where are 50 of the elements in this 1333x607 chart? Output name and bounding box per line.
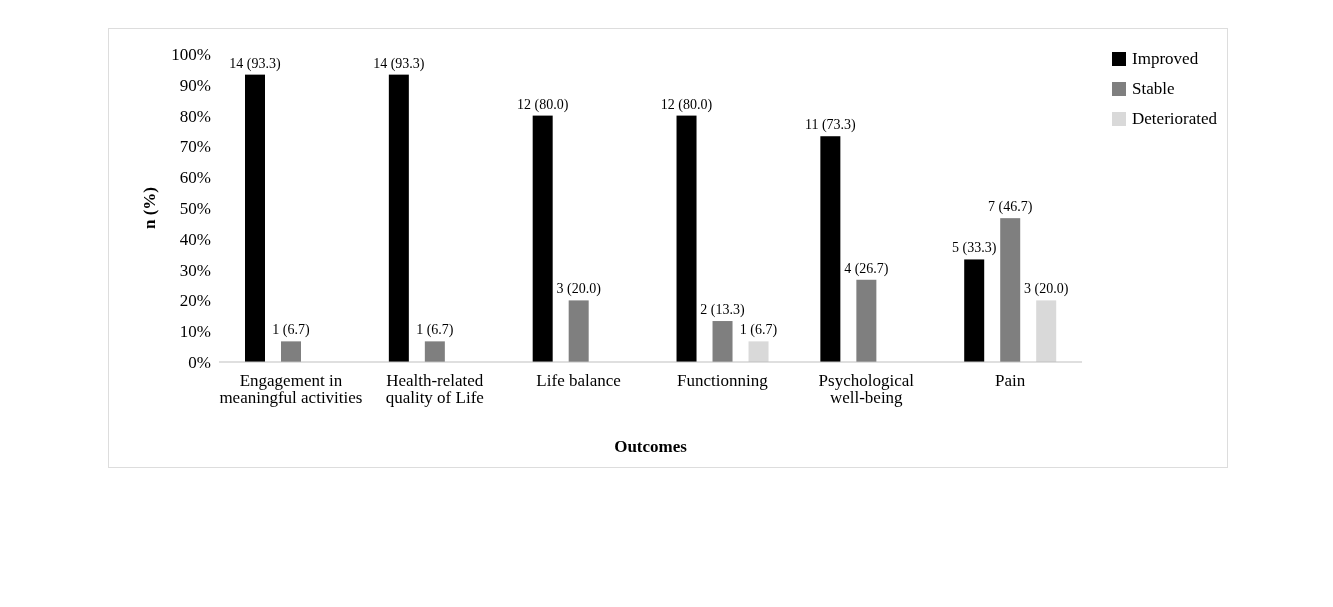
data-label: 1 (6.7): [416, 322, 454, 339]
data-label: 11 (73.3): [804, 117, 857, 134]
bar: [388, 74, 409, 362]
data-label: 3 (20.0): [556, 281, 602, 298]
data-label: 2 (13.3): [700, 302, 746, 319]
x-tick-label: Functionning: [677, 371, 769, 391]
bar: [1036, 300, 1057, 362]
x-tick-label: Psychological well-being: [818, 371, 915, 408]
x-tick-label: Pain: [995, 371, 1026, 391]
y-tick-label: 30%: [179, 260, 211, 280]
bar: [281, 341, 301, 362]
data-label: 14 (93.3): [373, 55, 425, 72]
data-label: 12 (80.0): [660, 96, 713, 113]
bar: [424, 341, 445, 362]
data-label: 12 (80.0): [517, 96, 569, 113]
y-axis-title: n (%): [140, 186, 160, 230]
legend-label: Improved: [1132, 48, 1199, 70]
data-label: 7 (46.7): [988, 199, 1033, 216]
legend-label: Stable: [1132, 78, 1175, 100]
bar: [748, 341, 769, 362]
bar: [245, 74, 265, 362]
bar: [568, 300, 589, 362]
x-tick-label: Engagement in meaningful activities: [219, 371, 363, 408]
x-axis-title: Outcomes: [614, 437, 688, 456]
legend-label: Deteriorated: [1132, 108, 1217, 130]
bar: [1000, 218, 1021, 362]
data-label: 1 (6.7): [739, 322, 778, 339]
y-tick-label: 100%: [171, 45, 211, 65]
y-tick-label: 70%: [179, 137, 211, 157]
x-tick-label: Life balance: [536, 371, 621, 391]
bar: [676, 115, 697, 362]
bar: [964, 259, 985, 362]
y-tick-label: 60%: [179, 168, 211, 188]
y-tick-label: 90%: [179, 75, 211, 95]
bar: [712, 321, 733, 362]
x-tick-label: Health-related quality of Life: [385, 371, 484, 408]
bar: [820, 136, 841, 362]
y-tick-label: 0%: [188, 353, 211, 373]
y-tick-label: 10%: [179, 322, 211, 342]
data-label: 1 (6.7): [272, 322, 310, 339]
y-tick-label: 20%: [179, 291, 211, 311]
bar: [856, 279, 877, 362]
data-label: 3 (20.0): [1024, 281, 1069, 298]
bar: [532, 115, 553, 362]
y-tick-label: 80%: [179, 106, 211, 126]
data-label: 5 (33.3): [952, 240, 997, 257]
data-label: 4 (26.7): [844, 260, 889, 277]
data-label: 14 (93.3): [229, 55, 281, 72]
y-tick-label: 50%: [179, 199, 211, 219]
y-tick-label: 40%: [179, 229, 211, 249]
